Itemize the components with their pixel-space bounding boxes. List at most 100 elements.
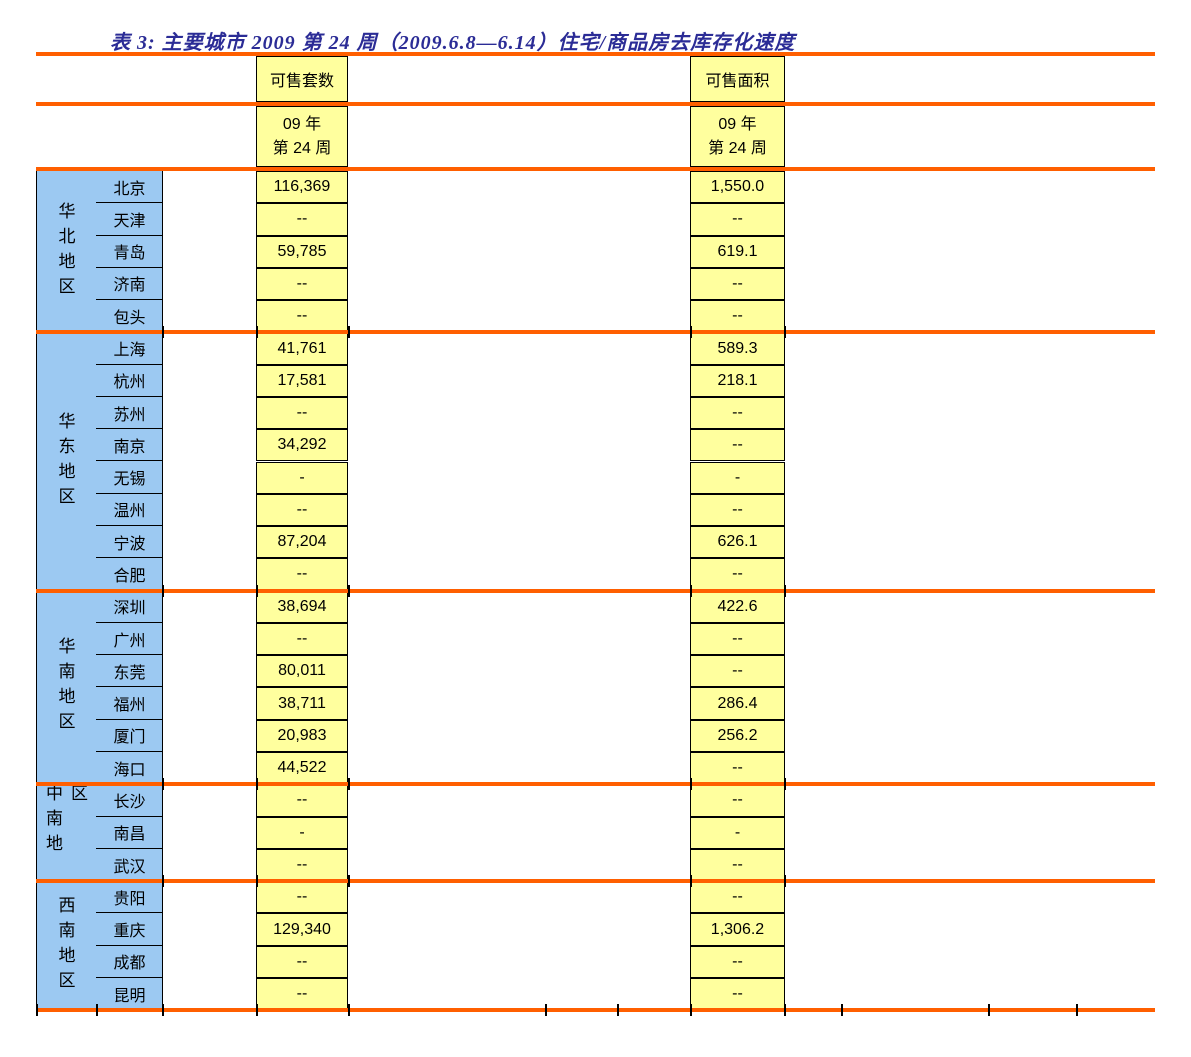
area-value-cell: -- xyxy=(690,752,785,785)
area-value-cell: -- xyxy=(690,945,785,978)
group-separator-rule xyxy=(36,879,1155,884)
column-border-tick xyxy=(784,584,786,597)
region-name-label: 华南地区 xyxy=(55,637,75,738)
area-value-cell: 589.3 xyxy=(690,332,785,365)
group-separator-rule xyxy=(36,330,1155,335)
units-value-cell: 34,292 xyxy=(256,429,348,462)
column-border-tick xyxy=(162,875,164,888)
units-value-cell: -- xyxy=(256,784,348,817)
area-value-cell: -- xyxy=(690,655,785,688)
column-border-tick xyxy=(690,875,692,888)
units-value-cell: - xyxy=(256,461,348,494)
column-border-tick xyxy=(162,584,164,597)
city-cell: 无锡 xyxy=(96,462,163,494)
area-value-cell: -- xyxy=(690,558,785,591)
units-value-cell: 17,581 xyxy=(256,364,348,397)
column-border-tick xyxy=(348,778,350,791)
city-cell: 济南 xyxy=(96,268,163,301)
units-value-cell: - xyxy=(256,816,348,849)
city-cell: 宁波 xyxy=(96,526,163,559)
period-year-label: 09 年 xyxy=(718,115,757,133)
column-border-tick xyxy=(784,875,786,888)
units-value-cell: -- xyxy=(256,558,348,591)
area-value-cell: -- xyxy=(690,784,785,817)
column-border-tick xyxy=(162,326,164,339)
region-group: 中南地区 长沙 -- -- 南昌 - - 武汉 -- -- xyxy=(36,784,1155,882)
city-cell: 武汉 xyxy=(113,858,146,876)
table-title: 表 3: 主要城市 2009 第 24 周（2009.6.8—6.14）住宅/商… xyxy=(110,32,796,54)
area-value-cell: 626.1 xyxy=(690,526,785,559)
city-cell: 昆明 xyxy=(113,988,146,1006)
units-value-cell: 38,694 xyxy=(256,590,348,623)
region-name-label: 华东地区 xyxy=(55,411,75,512)
region-name-label: 中南地区 xyxy=(43,784,87,860)
area-value-cell: - xyxy=(690,816,785,849)
column-border-tick xyxy=(545,1004,547,1017)
units-value-cell: -- xyxy=(256,203,348,236)
city-cell: 天津 xyxy=(96,203,163,236)
column-border-tick xyxy=(690,326,692,339)
column-border-tick xyxy=(690,778,692,791)
area-value-cell: -- xyxy=(690,493,785,527)
column-border-tick xyxy=(162,778,164,791)
units-value-cell: -- xyxy=(256,300,348,333)
region-name-label: 华北地区 xyxy=(55,201,75,302)
area-value-cell: -- xyxy=(690,977,785,1011)
column-border-tick xyxy=(256,1004,258,1017)
city-cell: 东莞 xyxy=(96,655,163,688)
region-panel xyxy=(36,590,163,785)
area-value-cell: -- xyxy=(690,203,785,236)
units-value-cell: -- xyxy=(256,622,348,656)
city-cell: 苏州 xyxy=(96,397,163,430)
region-panel xyxy=(36,784,163,882)
column-border-tick xyxy=(36,1004,38,1017)
city-cell: 上海 xyxy=(96,332,163,365)
units-value-cell: -- xyxy=(256,945,348,978)
city-cell: 南京 xyxy=(96,429,163,462)
column-border-tick xyxy=(256,778,258,791)
region-panel xyxy=(36,881,163,1011)
city-cell: 北京 xyxy=(96,171,163,204)
column-border-tick xyxy=(784,1004,786,1017)
units-value-cell: 38,711 xyxy=(256,687,348,720)
area-value-cell: - xyxy=(690,461,785,494)
city-cell: 青岛 xyxy=(96,236,163,268)
period-week-label: 第 24 周 xyxy=(272,139,332,157)
column-border-tick xyxy=(690,584,692,597)
city-cell: 长沙 xyxy=(96,784,163,817)
area-value-cell: 286.4 xyxy=(690,687,785,720)
city-cell: 广州 xyxy=(96,623,163,656)
units-column-header: 可售套数 xyxy=(256,56,348,102)
header-top-rule xyxy=(36,52,1155,56)
area-value-cell: 1,550.0 xyxy=(690,171,785,204)
column-border-tick xyxy=(256,326,258,339)
area-value-cell: -- xyxy=(690,429,785,462)
period-year-label: 09 年 xyxy=(282,115,322,133)
region-panel xyxy=(36,171,163,333)
column-border-tick xyxy=(348,326,350,339)
units-value-cell: -- xyxy=(256,977,348,1011)
region-group: 华北地区 北京 116,369 1,550.0 天津 -- -- 青岛 59,785 619.1 济… xyxy=(36,171,1155,333)
column-border-tick xyxy=(162,1004,164,1017)
units-value-cell: -- xyxy=(256,493,348,527)
units-value-cell: 20,983 xyxy=(256,719,348,752)
units-value-cell: 80,011 xyxy=(256,655,348,688)
column-border-tick xyxy=(690,1004,692,1017)
city-cell: 温州 xyxy=(96,494,163,527)
units-value-cell: -- xyxy=(256,267,348,301)
area-value-cell: 256.2 xyxy=(690,719,785,752)
city-cell: 厦门 xyxy=(96,720,163,752)
area-value-cell: 619.1 xyxy=(690,235,785,268)
city-cell: 深圳 xyxy=(96,591,163,623)
city-cell: 重庆 xyxy=(96,913,163,946)
column-border-tick xyxy=(1076,1004,1078,1017)
header-bottom-rule xyxy=(36,167,1155,171)
city-cell: 杭州 xyxy=(96,365,163,397)
region-panel xyxy=(36,332,163,591)
area-value-cell: -- xyxy=(690,848,785,882)
column-border-tick xyxy=(841,1004,843,1017)
column-border-tick xyxy=(256,584,258,597)
column-border-tick xyxy=(348,875,350,888)
